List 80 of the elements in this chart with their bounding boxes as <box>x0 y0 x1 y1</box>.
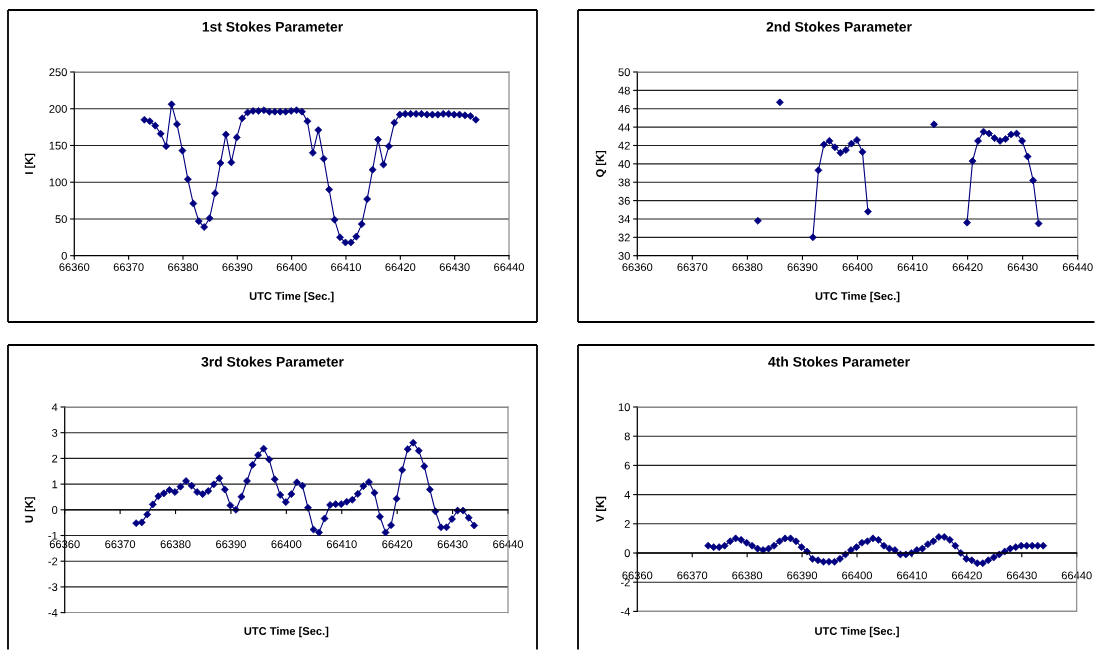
x-axis-title: UTC Time [Sec.] <box>249 291 334 303</box>
y-tick-label: 48 <box>618 86 630 95</box>
x-tick-label: 66400 <box>271 540 302 549</box>
y-tick-label: 38 <box>618 178 630 187</box>
x-tick-label: 66420 <box>952 263 983 272</box>
y-tick-label: 6 <box>624 461 630 470</box>
y-tick-label: 34 <box>618 215 631 224</box>
y-tick-label: 40 <box>618 160 630 168</box>
y-axis-title: V [K] <box>595 496 607 523</box>
y-tick-label: 42 <box>618 141 630 150</box>
chart-title: 3rd Stokes Parameter <box>201 356 344 367</box>
y-tick-label: 200 <box>49 105 67 113</box>
x-tick-label: 66410 <box>326 540 357 549</box>
x-tick-label: 66390 <box>222 263 253 272</box>
x-tick-label: 66370 <box>677 571 708 580</box>
y-tick-label: -2 <box>48 557 58 566</box>
y-tick-label: 4 <box>624 490 631 499</box>
x-tick-label: 66430 <box>1007 263 1038 272</box>
x-tick-label: 66390 <box>216 540 246 549</box>
x-tick-label: 66430 <box>1006 571 1037 580</box>
chart-title: 1st Stokes Parameter <box>202 21 343 32</box>
y-tick-label: 100 <box>49 178 67 187</box>
y-tick-label: 44 <box>618 123 631 132</box>
x-tick-label: 66360 <box>622 263 653 272</box>
x-tick-label: 66400 <box>276 263 307 272</box>
y-tick-label: -4 <box>48 608 58 617</box>
x-tick-label: 66440 <box>493 540 524 549</box>
chart-title: 2nd Stokes Parameter <box>766 21 912 32</box>
x-tick-label: 66440 <box>1062 263 1093 272</box>
chart-title: 4th Stokes Parameter <box>768 356 910 367</box>
y-tick-label: 3 <box>52 428 58 437</box>
y-tick-label: 150 <box>49 141 67 150</box>
y-axis-title: U [K] <box>24 497 36 523</box>
y-tick-label: 0 <box>624 549 630 558</box>
x-tick-label: 66370 <box>113 263 144 272</box>
x-tick-label: 66400 <box>842 263 873 272</box>
y-tick-label: 0 <box>52 506 58 514</box>
x-tick-label: 66420 <box>382 540 413 549</box>
y-tick-label: -2 <box>620 578 630 587</box>
y-tick-label: -1 <box>48 531 58 540</box>
x-tick-label: 66400 <box>842 571 873 580</box>
x-tick-label: 66380 <box>168 263 198 272</box>
y-axis-title: I [K] <box>24 153 36 174</box>
y-tick-label: -3 <box>48 583 58 592</box>
x-tick-label: 66440 <box>494 263 525 272</box>
x-tick-label: 66380 <box>732 263 763 272</box>
y-tick-label: 46 <box>618 105 630 113</box>
x-axis-title: UTC Time [Sec.] <box>815 291 900 303</box>
x-tick-label: 66420 <box>951 571 982 580</box>
y-tick-label: 36 <box>618 196 630 205</box>
y-tick-label: -4 <box>620 607 631 616</box>
x-tick-label: 66390 <box>787 263 818 272</box>
x-tick-label: 66440 <box>1061 571 1092 580</box>
y-tick-label: 8 <box>624 432 630 441</box>
x-tick-label: 66430 <box>437 540 468 549</box>
y-tick-label: 2 <box>624 520 630 528</box>
x-tick-label: 66390 <box>787 571 818 580</box>
y-tick-label: 250 <box>49 68 67 77</box>
y-tick-label: 0 <box>61 251 67 260</box>
y-tick-label: 10 <box>618 403 630 412</box>
y-tick-label: 32 <box>618 233 630 242</box>
x-tick-label: 66410 <box>331 263 361 272</box>
x-tick-label: 66430 <box>439 263 470 272</box>
y-tick-label: 1 <box>52 480 58 489</box>
y-tick-label: 4 <box>51 403 58 412</box>
x-tick-label: 66360 <box>59 263 90 272</box>
y-tick-label: 2 <box>52 454 58 463</box>
y-axis-title: Q [K] <box>595 150 607 177</box>
x-tick-label: 66410 <box>897 571 927 580</box>
x-tick-label: 66410 <box>897 263 928 272</box>
x-tick-label: 66380 <box>160 540 191 549</box>
x-axis-title: UTC Time [Sec.] <box>244 626 329 638</box>
x-axis-title: UTC Time [Sec.] <box>815 626 899 638</box>
x-tick-label: 66380 <box>732 571 763 580</box>
x-tick-label: 66370 <box>677 263 708 272</box>
y-tick-label: 50 <box>618 68 630 77</box>
y-tick-label: 50 <box>55 215 67 224</box>
x-tick-label: 66420 <box>385 263 416 272</box>
y-tick-label: 30 <box>618 251 630 260</box>
x-tick-label: 66370 <box>105 540 136 549</box>
